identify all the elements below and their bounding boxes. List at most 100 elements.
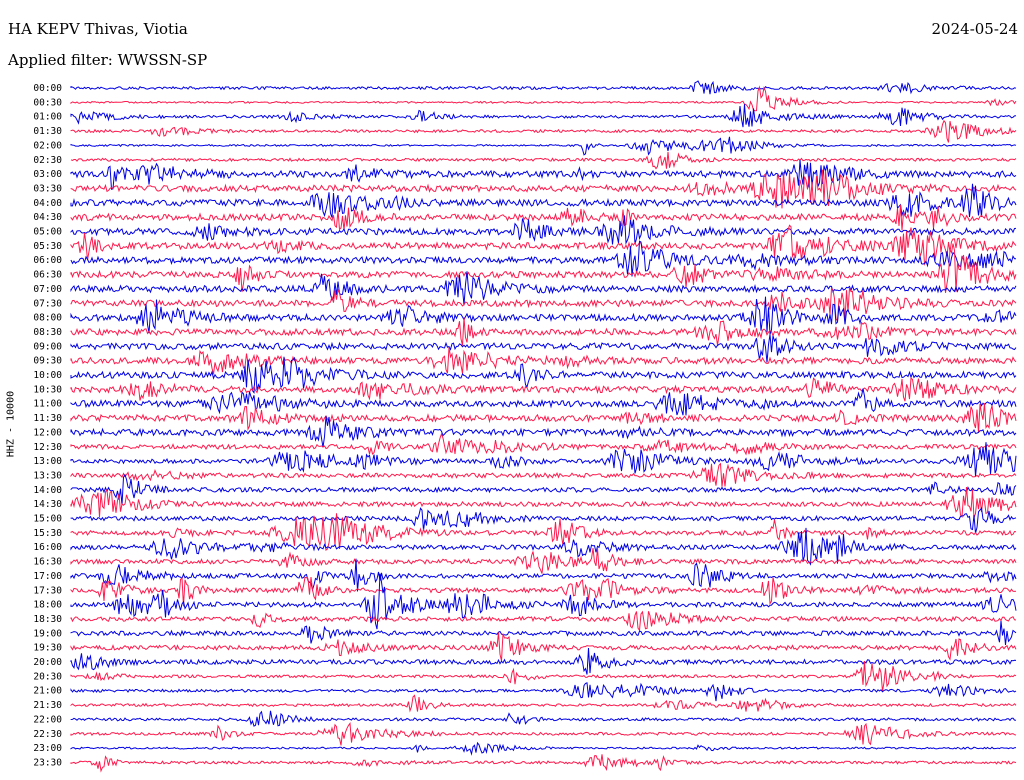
time-label-2300: 23:00 bbox=[33, 743, 62, 754]
time-label-0030: 00:30 bbox=[33, 97, 62, 108]
time-label-1800: 18:00 bbox=[33, 600, 62, 611]
trace-0300 bbox=[70, 159, 1017, 190]
trace-1230 bbox=[70, 432, 1017, 456]
trace-1730 bbox=[70, 576, 1017, 607]
time-label-0400: 04:00 bbox=[33, 198, 62, 209]
trace-1400 bbox=[70, 473, 1017, 506]
trace-1930 bbox=[70, 632, 1017, 662]
trace-1430 bbox=[70, 487, 1017, 519]
trace-1200 bbox=[70, 416, 1017, 448]
time-label-0700: 07:00 bbox=[33, 284, 62, 295]
time-label-1530: 15:30 bbox=[33, 528, 62, 539]
trace-2000 bbox=[70, 647, 1017, 675]
trace-2330 bbox=[70, 754, 1017, 773]
time-label-1200: 12:00 bbox=[33, 427, 62, 438]
time-label-1630: 16:30 bbox=[33, 557, 62, 568]
trace-2100 bbox=[70, 682, 1017, 702]
time-label-0630: 06:30 bbox=[33, 270, 62, 281]
trace-2300 bbox=[70, 741, 1017, 756]
time-label-1330: 13:30 bbox=[33, 470, 62, 481]
time-label-1930: 19:30 bbox=[33, 643, 62, 654]
time-label-1400: 14:00 bbox=[33, 485, 62, 496]
trace-0030 bbox=[70, 85, 1017, 112]
time-label-0100: 01:00 bbox=[33, 112, 62, 123]
trace-1530 bbox=[70, 513, 1017, 552]
trace-0730 bbox=[70, 286, 1017, 323]
time-label-1100: 11:00 bbox=[33, 399, 62, 410]
trace-1030 bbox=[70, 377, 1017, 402]
trace-0930 bbox=[70, 347, 1017, 375]
trace-0430 bbox=[70, 204, 1017, 231]
time-label-0730: 07:30 bbox=[33, 298, 62, 309]
time-label-0600: 06:00 bbox=[33, 255, 62, 266]
trace-1130 bbox=[70, 403, 1017, 434]
trace-2230 bbox=[70, 722, 1017, 746]
time-label-0300: 03:00 bbox=[33, 169, 62, 180]
time-label-1730: 17:30 bbox=[33, 585, 62, 596]
trace-1100 bbox=[70, 388, 1017, 416]
time-label-2100: 21:00 bbox=[33, 686, 62, 697]
time-label-1030: 10:30 bbox=[33, 384, 62, 395]
time-label-0800: 08:00 bbox=[33, 313, 62, 324]
time-label-0230: 02:30 bbox=[33, 155, 62, 166]
trace-0600 bbox=[70, 240, 1016, 277]
trace-0800 bbox=[70, 296, 1017, 335]
time-label-1430: 14:30 bbox=[33, 499, 62, 510]
time-label-0900: 09:00 bbox=[33, 341, 62, 352]
plot-date: 2024-05-24 bbox=[931, 20, 1018, 38]
trace-0700 bbox=[70, 271, 1017, 306]
time-label-0430: 04:30 bbox=[33, 212, 62, 223]
time-label-2030: 20:30 bbox=[33, 671, 62, 682]
trace-0830 bbox=[70, 317, 1017, 346]
trace-0130 bbox=[70, 119, 1017, 143]
trace-1630 bbox=[70, 548, 1017, 574]
time-label-2130: 21:30 bbox=[33, 700, 62, 711]
time-label-2200: 22:00 bbox=[33, 714, 62, 725]
trace-1700 bbox=[70, 558, 1017, 592]
trace-2130 bbox=[70, 694, 1017, 713]
trace-0530 bbox=[70, 224, 1017, 267]
trace-0500 bbox=[70, 215, 1017, 245]
trace-2200 bbox=[70, 710, 1017, 727]
time-label-0200: 02:00 bbox=[33, 140, 62, 151]
trace-0330 bbox=[70, 169, 1017, 209]
trace-0000 bbox=[70, 80, 1017, 95]
trace-1000 bbox=[70, 356, 1017, 394]
time-label-1130: 11:30 bbox=[33, 413, 62, 424]
trace-1500 bbox=[70, 507, 1017, 534]
time-label-0000: 00:00 bbox=[33, 83, 62, 94]
time-label-0530: 05:30 bbox=[33, 241, 62, 252]
time-label-1500: 15:00 bbox=[33, 514, 62, 525]
time-label-0130: 01:30 bbox=[33, 126, 62, 137]
station-title: HA KEPV Thivas, Viotia bbox=[8, 20, 188, 38]
time-label-0830: 08:30 bbox=[33, 327, 62, 338]
trace-0630 bbox=[70, 243, 1017, 293]
trace-1600 bbox=[70, 527, 1017, 566]
trace-2030 bbox=[70, 660, 1017, 692]
trace-1300 bbox=[70, 442, 1017, 477]
time-label-1300: 13:00 bbox=[33, 456, 62, 467]
trace-0900 bbox=[70, 334, 1017, 363]
time-label-1830: 18:30 bbox=[33, 614, 62, 625]
time-label-0500: 05:00 bbox=[33, 227, 62, 238]
time-label-1700: 17:00 bbox=[33, 571, 62, 582]
time-label-1000: 10:00 bbox=[33, 370, 62, 381]
trace-0400 bbox=[70, 183, 1017, 218]
trace-1900 bbox=[70, 620, 1017, 646]
time-label-1900: 19:00 bbox=[33, 628, 62, 639]
time-label-0330: 03:30 bbox=[33, 183, 62, 194]
trace-1800 bbox=[70, 573, 1017, 630]
trace-0200 bbox=[70, 136, 1017, 156]
time-label-2000: 20:00 bbox=[33, 657, 62, 668]
trace-0100 bbox=[70, 104, 1017, 128]
time-label-2230: 22:30 bbox=[33, 729, 62, 740]
trace-1830 bbox=[70, 610, 1017, 632]
time-label-1230: 12:30 bbox=[33, 442, 62, 453]
time-label-1600: 16:00 bbox=[33, 542, 62, 553]
filter-label: Applied filter: WWSSN-SP bbox=[8, 51, 208, 69]
trace-0230 bbox=[70, 151, 1017, 170]
time-label-2330: 23:30 bbox=[33, 757, 62, 768]
trace-1330 bbox=[70, 462, 1017, 487]
time-label-0930: 09:30 bbox=[33, 356, 62, 367]
